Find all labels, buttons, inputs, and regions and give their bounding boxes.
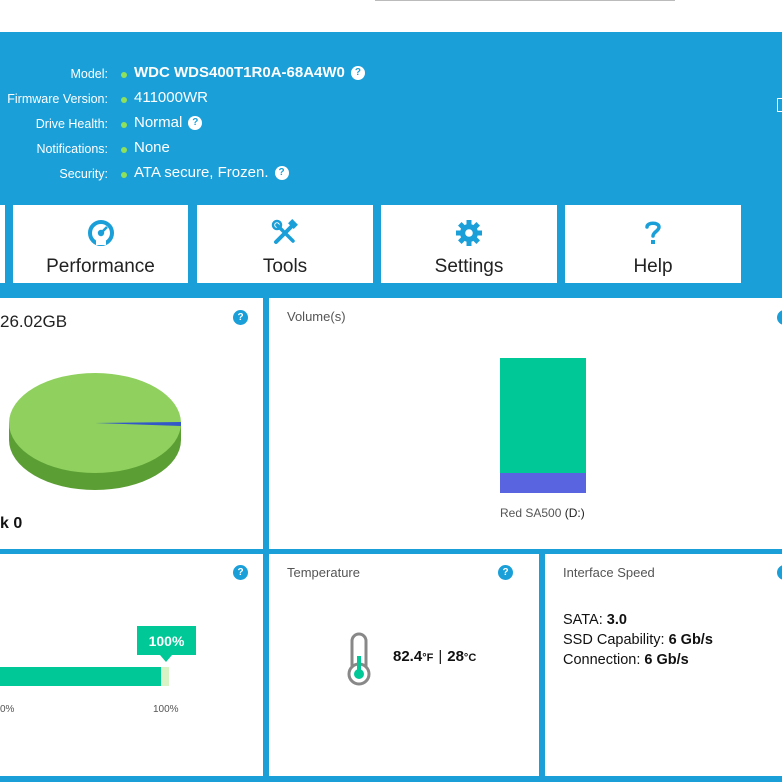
thermometer-icon — [347, 632, 371, 686]
sata-value: 3.0 — [606, 612, 627, 628]
tile-performance[interactable]: Performance — [13, 205, 188, 283]
tile-settings-label: Settings — [434, 256, 504, 277]
window-divider — [375, 0, 675, 1]
disk-number-text: k 0 — [0, 515, 23, 532]
life-progress-fill — [0, 667, 161, 686]
tools-icon — [197, 219, 373, 249]
volumes-title: Volume(s) — [287, 309, 346, 324]
gear-icon — [381, 219, 557, 249]
health-status-dot — [121, 122, 127, 128]
temp-f-unit: °F — [422, 652, 434, 664]
tile-tools[interactable]: Tools — [197, 205, 373, 283]
health-help-icon[interactable]: ? — [188, 115, 203, 130]
capacity-pie-chart — [9, 373, 181, 490]
model-row: Model: WDC WDS400T1R0A-68A4W0 ? — [0, 62, 782, 87]
health-value: Normal ? — [134, 114, 203, 131]
interface-speed-panel: Interface Speed ? SATA: 3.0 SSD Capabili… — [545, 554, 782, 776]
connection-label: Connection: — [563, 652, 641, 668]
question-icon — [565, 219, 741, 249]
capacity-text: 26.02GB — [0, 312, 68, 331]
volume-bar[interactable] — [500, 358, 586, 493]
notifications-value: None — [134, 139, 170, 156]
firmware-row: Firmware Version: 411000WR — [0, 87, 782, 112]
ssd-capability-value: 6 Gb/s — [668, 632, 713, 648]
ssd-capability-line: SSD Capability: 6 Gb/s — [563, 632, 713, 648]
interface-title: Interface Speed — [563, 565, 655, 580]
temperature-panel: Temperature ? 82.4°F | 28°C — [269, 554, 539, 776]
connection-value: 6 Gb/s — [644, 652, 689, 668]
life-progress-track — [0, 667, 169, 686]
model-help-icon[interactable]: ? — [350, 65, 365, 80]
temperature-value: 82.4°F | 28°C — [393, 648, 476, 665]
life-tick-min: 0% — [0, 704, 15, 715]
notifications-status-dot — [121, 147, 127, 153]
model-status-dot — [121, 72, 127, 78]
model-value-text: WDC WDS400T1R0A-68A4W0 — [134, 64, 345, 81]
capacity-panel: 26.02GB ? k 0 — [0, 298, 263, 549]
security-value-text: ATA secure, Frozen. — [134, 164, 269, 181]
tile-performance-label: Performance — [46, 256, 155, 277]
notifications-row: Notifications: None — [0, 137, 782, 162]
life-tooltip-arrow — [160, 655, 172, 662]
health-row: Drive Health: Normal ? — [0, 112, 782, 137]
temp-c-unit: °C — [463, 652, 477, 664]
security-label: Security: — [59, 167, 108, 181]
tile-help[interactable]: Help — [565, 205, 741, 283]
temperature-help-icon[interactable]: ? — [498, 565, 513, 580]
model-label: Model: — [70, 67, 108, 81]
drive-info-section: Model: WDC WDS400T1R0A-68A4W0 ? Firmware… — [0, 32, 782, 202]
temp-separator: | — [438, 648, 443, 665]
volume-used-segment — [500, 358, 586, 473]
window-top-strip — [0, 0, 782, 32]
connection-line: Connection: 6 Gb/s — [563, 652, 689, 668]
tile-settings[interactable]: Settings — [381, 205, 557, 283]
interface-help-icon[interactable]: ? — [777, 565, 782, 580]
temperature-title: Temperature — [287, 565, 360, 580]
life-percent-tooltip: 100% — [137, 626, 196, 655]
security-row: Security: ATA secure, Frozen. ? — [0, 162, 782, 187]
security-value: ATA secure, Frozen. ? — [134, 164, 289, 181]
sata-label: SATA: — [563, 612, 603, 628]
volume-label: Red SA500 (D:) — [500, 506, 585, 520]
notifications-label: Notifications: — [36, 142, 108, 156]
life-tick-max: 100% — [153, 704, 179, 715]
capacity-help-icon[interactable]: ? — [233, 310, 248, 325]
volume-letter: (D:) — [564, 506, 585, 520]
health-value-text: Normal — [134, 114, 183, 131]
tile-partial-left[interactable] — [0, 205, 5, 283]
life-help-icon[interactable]: ? — [233, 565, 248, 580]
tile-help-label: Help — [633, 256, 673, 277]
volume-name: Red SA500 — [500, 506, 562, 520]
tile-tools-label: Tools — [262, 256, 308, 277]
temp-fahrenheit: 82.4 — [393, 648, 423, 665]
firmware-status-dot — [121, 97, 127, 103]
health-label: Drive Health: — [35, 117, 108, 131]
security-status-dot — [121, 172, 127, 178]
volumes-help-icon[interactable]: ? — [777, 310, 782, 325]
volume-free-segment — [500, 473, 586, 493]
temp-celsius: 28 — [447, 648, 464, 665]
model-value: WDC WDS400T1R0A-68A4W0 ? — [134, 64, 365, 81]
drive-life-panel: ? 100% 0% 100% — [0, 554, 263, 776]
security-help-icon[interactable]: ? — [274, 165, 289, 180]
speedometer-icon — [13, 219, 188, 249]
window-control-icon[interactable] — [777, 98, 782, 112]
pie-free-slice — [95, 422, 181, 426]
ssd-capability-label: SSD Capability: — [563, 632, 665, 648]
volumes-panel: Volume(s) ? Red SA500 (D:) — [269, 298, 782, 549]
firmware-label: Firmware Version: — [7, 92, 108, 106]
sata-line: SATA: 3.0 — [563, 612, 627, 628]
firmware-value: 411000WR — [134, 89, 208, 106]
